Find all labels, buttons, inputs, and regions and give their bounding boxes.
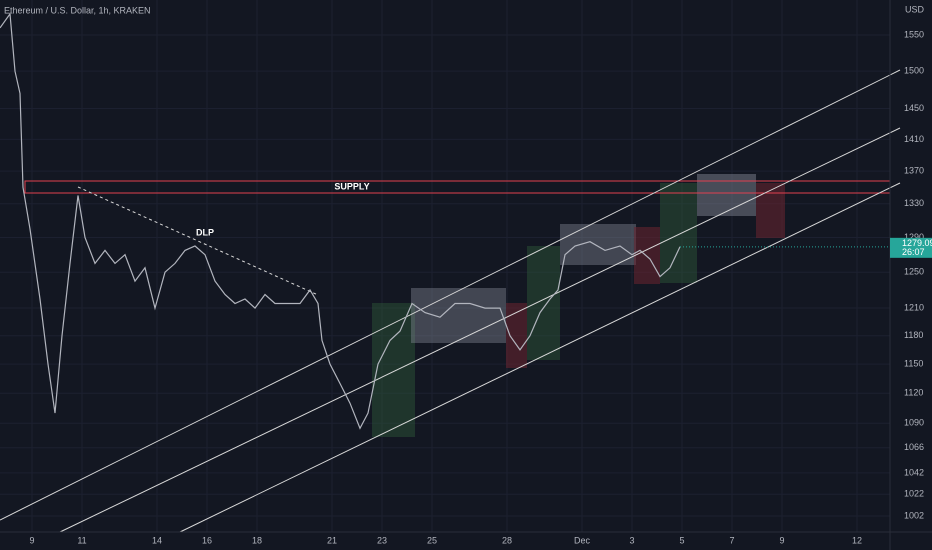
y-tick-label: 1410: [904, 134, 924, 144]
y-tick-label: 1150: [904, 359, 923, 369]
short-box: [756, 183, 785, 238]
long-box: [372, 303, 415, 437]
drawings: SUPPLY DLP: [0, 69, 901, 533]
short-box: [506, 303, 527, 368]
annotation: DLP: [196, 227, 214, 237]
y-tick-label: 1500: [904, 66, 924, 76]
last-price-box: [890, 237, 932, 258]
currency: USD: [905, 4, 925, 14]
x-tick-label: 12: [852, 535, 862, 545]
long-box: [660, 183, 697, 283]
channel-line: [179, 182, 901, 533]
range-box: [411, 288, 506, 343]
dlp-line: [77, 186, 319, 296]
y-tick-label: 1250: [904, 267, 924, 277]
x-tick-label: 9: [779, 535, 784, 545]
grid: [0, 0, 890, 532]
x-tick-label: 21: [327, 535, 337, 545]
x-tick-label: Dec: [574, 535, 591, 545]
y-tick-label: 1370: [904, 165, 924, 175]
channel-line: [59, 127, 901, 533]
x-tick-label: 9: [29, 535, 34, 545]
y-tick-label: 1450: [904, 103, 924, 113]
x-tick-label: 5: [679, 535, 684, 545]
y-tick-label: 1330: [904, 198, 924, 208]
x-tick-label: 11: [77, 535, 86, 545]
annotation: SUPPLY: [334, 181, 369, 191]
plot: [0, 12, 890, 430]
x-tick-label: 3: [629, 535, 634, 545]
range-box: [560, 224, 636, 265]
y-tick-label: 1022: [904, 489, 924, 499]
axes: 1550 1500 1450 1410 1370 1330 1290 1250 1210 1180…: [29, 29, 932, 545]
short-box: [634, 227, 660, 284]
y-tick-label: 1090: [904, 418, 924, 428]
y-tick-label: 1120: [904, 388, 923, 398]
channel-line: [0, 69, 901, 521]
countdown: 26:07: [902, 247, 925, 257]
last-price-label: 1279.09: [902, 238, 932, 248]
range-box: [697, 174, 756, 216]
y-tick-label: 1042: [904, 467, 924, 477]
y-tick-label: 1290: [904, 232, 924, 242]
y-tick-label: 1180: [904, 330, 923, 340]
chart-title: Ethereum / U.S. Dollar, 1h, KRAKEN: [4, 5, 151, 15]
long-box: [527, 246, 560, 360]
x-tick-label: 14: [152, 535, 162, 545]
price-line: [0, 12, 681, 430]
y-tick-label: 1002: [904, 510, 924, 520]
x-tick-label: 23: [377, 535, 387, 545]
x-tick-label: 25: [427, 535, 437, 545]
x-tick-label: 7: [729, 535, 734, 545]
y-tick-label: 1210: [904, 302, 924, 312]
x-tick-label: 18: [252, 535, 262, 545]
x-tick-label: 28: [502, 535, 512, 545]
y-tick-label: 1066: [904, 442, 924, 452]
y-tick-label: 1550: [904, 29, 924, 39]
x-tick-label: 16: [202, 535, 212, 545]
